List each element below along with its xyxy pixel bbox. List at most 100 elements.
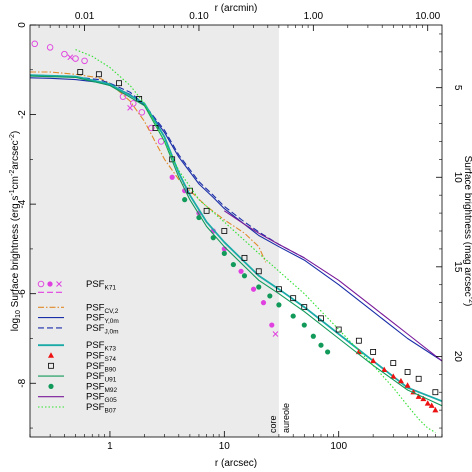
data-point [428,402,435,408]
data-point [182,197,188,203]
series-line [30,71,267,263]
legend: PSFK71PSFCV,2PSFY,0mPSFJ,0mPSFK73PSFS74P… [37,279,119,415]
data-point [31,40,38,48]
data-point [260,300,267,306]
data-point [127,104,133,111]
y-tick-label: -4 [17,199,28,208]
data-point [46,44,54,51]
series-line [30,74,442,403]
y-tick-label: 0 [17,22,28,28]
x2-tick-label: 0.10 [189,11,209,22]
data-point [335,326,342,333]
series-cv2 [30,71,267,263]
x-tick-label: 10 [219,441,231,452]
data-point [136,95,143,102]
data-point [61,50,68,58]
data-point [72,55,79,62]
legend-item-cv2: PSFCV,2 [38,302,119,315]
data-point [355,337,362,344]
legend-marker [37,280,45,288]
legend-label: PSFY,0m [86,313,119,326]
legend-item-g05: PSFG05 [38,392,117,405]
legend-item-b07: PSFB07 [38,402,116,415]
data-point [325,349,331,355]
x-tick-label: 100 [330,441,347,452]
data-point [318,342,324,348]
y2-tick-label: 10 [452,172,463,184]
data-point [269,322,275,328]
legend-label: PSFJ,0m [86,323,119,336]
data-point [390,360,397,367]
data-point [310,333,316,339]
data-point [95,71,102,78]
data-point [221,250,227,256]
series-m92 [182,197,331,355]
legend-marker [56,281,62,287]
data-point [203,207,210,214]
legend-label: PSFG05 [86,392,117,405]
series-line [223,210,442,362]
data-point [255,268,262,275]
x2-tick-label: 1.00 [304,11,324,22]
core-label: core [268,415,278,433]
data-point [250,286,257,292]
data-point [230,261,236,268]
x-tick-label: 1 [107,441,113,452]
legend-label: PSFB07 [86,402,116,415]
legend-marker [48,362,54,369]
series-line [75,49,436,433]
data-point [290,313,296,319]
data-point [420,395,427,402]
y-tick-label: -8 [17,378,28,387]
y2-tick-label: 20 [452,351,463,363]
data-point [404,382,411,388]
data-point [390,373,397,379]
data-point [415,375,422,382]
data-point [370,357,377,364]
legend-label: PSFK73 [86,340,116,353]
series-b90 [77,69,439,396]
data-point [318,315,324,322]
x2-tick-label: 0.01 [75,11,95,22]
data-point [424,400,431,406]
aureole-label: aureole [281,403,291,433]
legend-label: PSFCV,2 [86,302,119,315]
series-k73 [30,74,442,403]
legend-item-j0m: PSFJ,0m [38,323,119,336]
data-point [81,57,88,65]
legend-item-b90: PSFB90 [48,361,116,373]
data-point [256,284,262,290]
series-b07 [75,49,436,433]
data-point [241,254,248,261]
data-point [186,187,193,194]
data-point [116,80,122,87]
top-axis-title: r (arcmin) [215,3,258,14]
data-point [404,369,411,375]
x2-tick-label: 10.00 [415,11,440,22]
data-point [301,304,308,311]
data-point [301,322,307,328]
data-point [272,331,279,337]
data-point [196,214,202,221]
legend-label: PSFK71 [86,279,116,292]
data-point [169,174,175,180]
legend-label: PSFM92 [86,381,118,394]
data-point [276,302,282,308]
data-point [210,235,216,241]
data-point [238,268,244,274]
series-g05 [223,210,442,362]
x-marker-stroke [56,281,62,287]
legend-item-s74: PSFS74 [48,351,116,364]
data-point [77,69,84,75]
data-point [275,286,282,293]
legend-item-m92: PSFM92 [48,381,118,394]
data-point [138,109,146,116]
data-point [432,406,439,413]
data-point [381,366,388,373]
legend-label: PSFU91 [86,371,117,384]
legend-label: PSFS74 [86,351,116,364]
data-point [67,54,74,61]
data-point [370,349,377,355]
data-point [290,295,297,302]
